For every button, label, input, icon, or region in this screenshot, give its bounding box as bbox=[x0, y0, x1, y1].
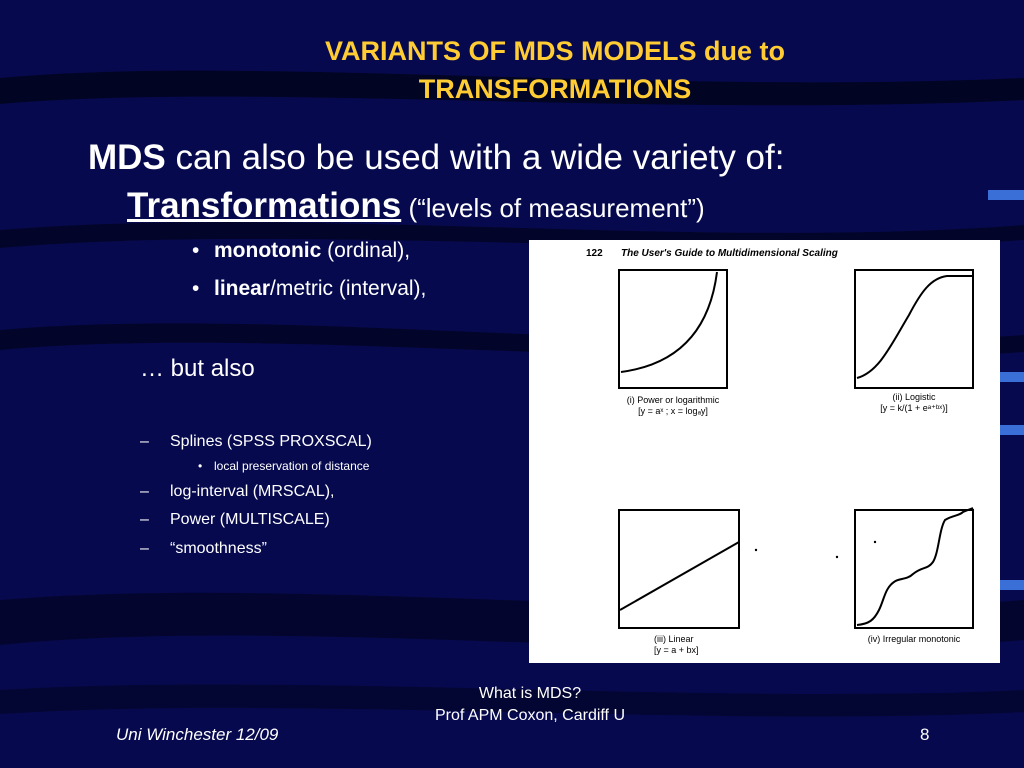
speck bbox=[873, 540, 877, 544]
title-line-1: VARIANTS OF MDS MODELS due to bbox=[325, 36, 785, 66]
figure-book-title: The User's Guide to Multidimensional Sca… bbox=[621, 248, 838, 259]
panel-caption: (iii) Linear bbox=[654, 634, 694, 644]
linear-line bbox=[619, 541, 740, 611]
bullet-bold: monotonic bbox=[214, 239, 322, 262]
dash-text: log-interval (MRSCAL), bbox=[170, 483, 335, 500]
heading-mds: MDS bbox=[88, 138, 166, 177]
main-heading: MDS can also be used with a wide variety… bbox=[88, 135, 784, 181]
accent-bar bbox=[988, 580, 1024, 590]
sub-item: • local preservation of distance bbox=[198, 459, 370, 473]
figure-page-number: 122 bbox=[586, 248, 603, 259]
dash-text: “smoothness” bbox=[170, 540, 267, 557]
slide-number: 8 bbox=[920, 725, 930, 744]
bullet-item: • linear/metric (interval), bbox=[192, 277, 427, 300]
dash-text: Splines (SPSS PROXSCAL) bbox=[170, 433, 372, 450]
speck bbox=[835, 555, 839, 559]
dash-item: – “smoothness” bbox=[140, 540, 267, 557]
panel-frame bbox=[618, 509, 740, 629]
bullet-bold: linear bbox=[214, 277, 271, 300]
but-also-text: … but also bbox=[140, 355, 255, 382]
footer-left: Uni Winchester 12/09 bbox=[116, 725, 279, 744]
footer-center: What is MDS? Prof APM Coxon, Cardiff U bbox=[380, 683, 680, 727]
levels-label: (“levels of measurement”) bbox=[401, 193, 705, 223]
panel-formula: [y = a + bx] bbox=[654, 645, 699, 655]
slide-title: VARIANTS OF MDS MODELS due to TRANSFORMA… bbox=[180, 32, 930, 108]
panel-caption: (ii) Logistic bbox=[892, 392, 936, 402]
accent-bar bbox=[988, 372, 1024, 382]
accent-bar bbox=[988, 425, 1024, 435]
transformations-heading: Transformations (“levels of measurement”… bbox=[127, 186, 705, 228]
dash-item: – Splines (SPSS PROXSCAL) bbox=[140, 433, 372, 450]
bullet-text: (ordinal), bbox=[321, 239, 411, 262]
dash-text: Power (MULTISCALE) bbox=[170, 511, 330, 528]
panel-frame bbox=[618, 269, 728, 389]
accent-bar bbox=[988, 190, 1024, 200]
logistic-curve bbox=[856, 275, 973, 379]
panel-formula: [y = aˣ ; x = logₐy] bbox=[638, 406, 708, 416]
transformation-figure: 122 The User's Guide to Multidimensional… bbox=[529, 240, 1000, 663]
transformations-label: Transformations bbox=[127, 186, 402, 225]
footer-center-line-1: What is MDS? bbox=[478, 685, 582, 702]
panel-frame bbox=[854, 509, 974, 629]
panel-caption: (iv) Irregular monotonic bbox=[868, 634, 961, 644]
footer-center-line-2: Prof APM Coxon, Cardiff U bbox=[435, 707, 625, 724]
figure-svg: 122 The User's Guide to Multidimensional… bbox=[586, 248, 974, 655]
bullet-item: • monotonic (ordinal), bbox=[192, 239, 411, 262]
panel-caption: (i) Power or logarithmic bbox=[627, 395, 720, 405]
speck bbox=[754, 548, 758, 552]
power-curve bbox=[620, 271, 718, 373]
sub-text: local preservation of distance bbox=[214, 459, 370, 473]
heading-rest: can also be used with a wide variety of: bbox=[165, 138, 785, 177]
panel-frame bbox=[854, 269, 974, 389]
dash-item: – Power (MULTISCALE) bbox=[140, 511, 330, 528]
dash-item: – log-interval (MRSCAL), bbox=[140, 483, 335, 500]
irregular-curve bbox=[856, 507, 974, 626]
panel-formula: [y = k/(1 + eᵃ⁺ᵇˣ)] bbox=[880, 403, 947, 413]
bullet-text: /metric (interval), bbox=[270, 277, 427, 300]
title-line-2: TRANSFORMATIONS bbox=[418, 74, 692, 104]
